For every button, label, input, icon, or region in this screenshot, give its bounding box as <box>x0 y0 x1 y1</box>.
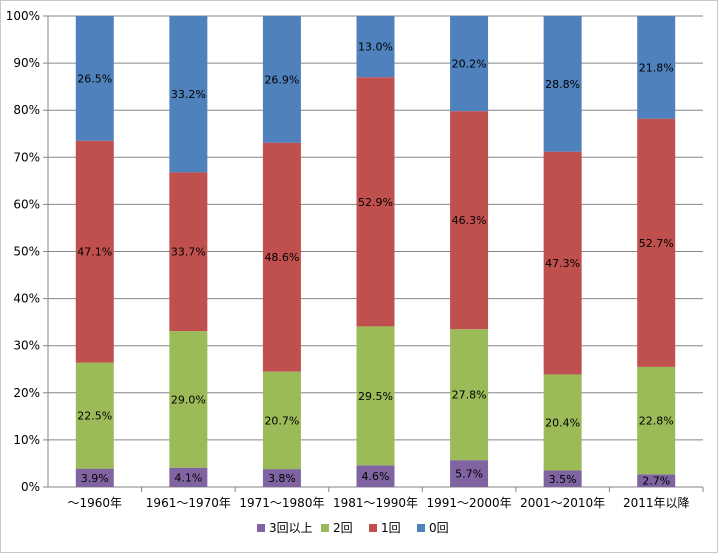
data-label: 20.4% <box>545 416 580 429</box>
bars <box>75 16 676 487</box>
legend-swatch <box>369 524 377 532</box>
bar-segment <box>637 474 676 487</box>
data-label: 5.7% <box>455 468 483 481</box>
bar-segment <box>543 151 582 375</box>
bar-segment <box>356 326 395 466</box>
bar-segment <box>75 16 114 141</box>
bar-segment <box>169 172 208 332</box>
bar-segment <box>262 142 301 372</box>
bar-segment <box>356 16 395 78</box>
y-tick-label: 80% <box>13 103 40 117</box>
data-label: 46.3% <box>452 214 487 227</box>
y-tick-label: 50% <box>13 245 40 259</box>
data-label: 13.0% <box>358 41 393 54</box>
bar-segment <box>262 371 301 470</box>
y-tick-label: 70% <box>13 150 40 164</box>
data-label: 26.9% <box>264 73 299 86</box>
x-tick-label: ～1960年 <box>68 496 123 510</box>
x-tick-label: 1991～2000年 <box>427 496 512 510</box>
y-tick-label: 20% <box>13 386 40 400</box>
y-tick-label: 40% <box>13 292 40 306</box>
bar-segment <box>450 111 489 330</box>
data-label: 47.3% <box>545 257 580 270</box>
data-label: 22.5% <box>77 410 112 423</box>
bar-segment <box>543 470 582 487</box>
y-tick-label: 60% <box>13 197 40 211</box>
legend-label: 3回以上 <box>269 521 313 535</box>
data-label: 22.8% <box>639 415 674 428</box>
data-label: 29.5% <box>358 390 393 403</box>
bar-segment <box>262 469 301 487</box>
bar-segment <box>637 366 676 475</box>
bar-segment <box>450 329 489 461</box>
data-label: 4.6% <box>362 470 390 483</box>
legend-label: 1回 <box>381 521 401 535</box>
y-axis-ticks: 0% 10% 20% 30% 40% 50% 60% 70% 80% 90% 100% <box>6 9 40 494</box>
bar-segment <box>75 140 114 363</box>
data-label: 28.8% <box>545 78 580 91</box>
data-label: 27.8% <box>452 389 487 402</box>
data-label: 52.9% <box>358 196 393 209</box>
data-labels: 3.9% 22.5% 47.1% 26.5% 4.1% 29.0% 33.7% 33.2% 3.… <box>77 41 673 488</box>
bar-segment <box>169 16 208 173</box>
bar-segment <box>450 16 489 112</box>
legend-swatch <box>321 524 329 532</box>
x-tick-label: 1971～1980年 <box>239 496 324 510</box>
x-tick-label: 1981～1990年 <box>333 496 418 510</box>
bar-segment <box>356 465 395 487</box>
data-label: 33.7% <box>171 246 206 259</box>
bar-segment <box>75 362 114 469</box>
x-axis-ticks: ～1960年 1961～1970年 1971～1980年 1981～1990年 1991… <box>68 496 690 510</box>
legend-swatch <box>417 524 425 532</box>
data-label: 3.9% <box>81 472 109 485</box>
data-label: 21.8% <box>639 61 674 74</box>
data-label: 48.6% <box>264 251 299 264</box>
legend: 3回以上 2回 1回 0回 <box>257 521 449 535</box>
bar-segment <box>543 374 582 471</box>
bar-segment <box>637 16 676 119</box>
y-tick-label: 30% <box>13 339 40 353</box>
legend-label: 2回 <box>333 521 353 535</box>
data-label: 26.5% <box>77 72 112 85</box>
x-tick-label: 1961～1970年 <box>146 496 231 510</box>
y-tick-label: 0% <box>21 480 40 494</box>
y-tick-label: 10% <box>13 433 40 447</box>
bar-segment <box>169 467 208 487</box>
bar-segment <box>637 118 676 367</box>
data-label: 20.7% <box>264 414 299 427</box>
legend-swatch <box>257 524 265 532</box>
x-tick-label: 2011年以降 <box>623 496 690 510</box>
bar-segment <box>543 16 582 152</box>
data-label: 3.5% <box>549 473 577 486</box>
legend-label: 0回 <box>429 521 449 535</box>
bar-segment <box>262 16 301 143</box>
data-label: 20.2% <box>452 58 487 71</box>
data-label: 47.1% <box>77 246 112 259</box>
data-label: 29.0% <box>171 393 206 406</box>
bar-segment <box>450 460 489 487</box>
bar-segment <box>75 468 114 487</box>
bar-segment <box>356 77 395 327</box>
data-label: 2.7% <box>642 475 670 488</box>
data-label: 3.8% <box>268 472 296 485</box>
x-tick-label: 2001～2010年 <box>520 496 605 510</box>
data-label: 52.7% <box>639 237 674 250</box>
data-label: 4.1% <box>174 471 202 484</box>
data-label: 33.2% <box>171 88 206 101</box>
y-tick-label: 100% <box>6 9 40 23</box>
bar-segment <box>169 331 208 468</box>
y-tick-label: 90% <box>13 56 40 70</box>
